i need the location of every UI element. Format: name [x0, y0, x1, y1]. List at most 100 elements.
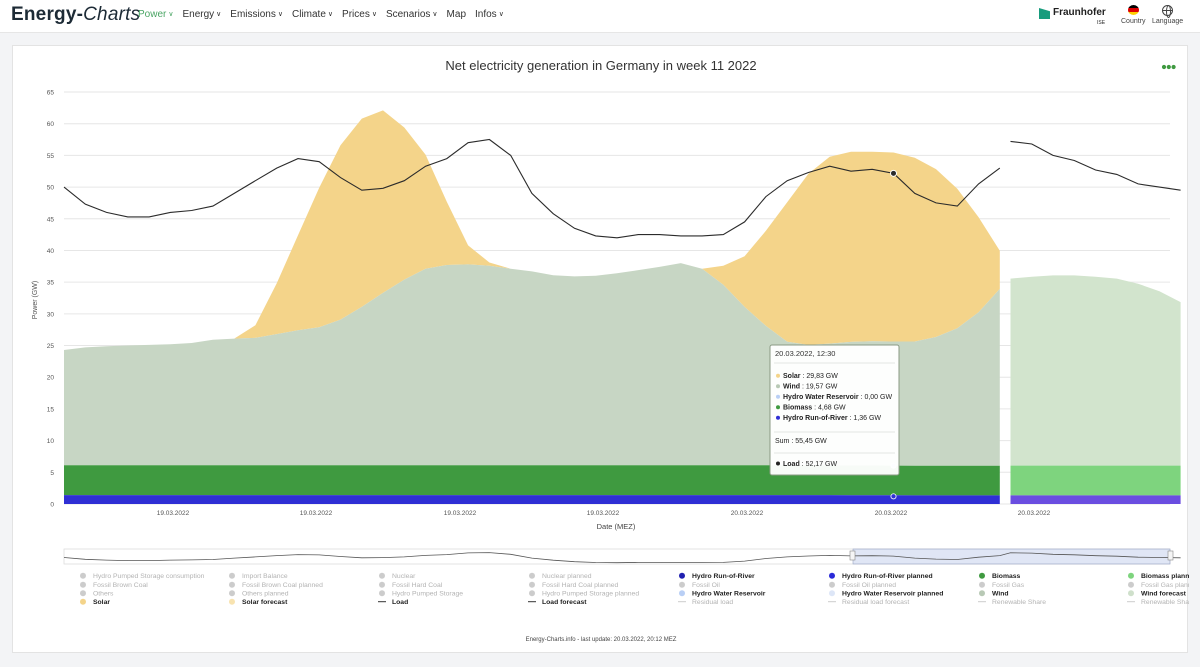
- legend-label: Load forecast: [542, 599, 587, 606]
- nav-item-map[interactable]: Map: [447, 9, 466, 20]
- brand-accent: Charts: [83, 4, 141, 25]
- legend-label: Nuclear planned: [542, 573, 592, 580]
- nav-label: Energy: [182, 9, 215, 20]
- legend-item[interactable]: Fossil Brown Coal planned: [229, 581, 323, 589]
- globe-icon: [1162, 5, 1174, 18]
- tooltip-load-label: Load: [783, 461, 800, 468]
- tooltip-title: 20.03.2022, 12:30: [775, 349, 835, 358]
- legend-item[interactable]: Load forecast: [528, 599, 587, 606]
- tooltip-sum: Sum : 55,45 GW: [775, 438, 827, 445]
- nav-item-prices[interactable]: Prices ∨: [342, 9, 377, 20]
- nav-item-power[interactable]: Power ∨: [138, 9, 173, 20]
- legend-item[interactable]: Hydro Run-of-River: [679, 572, 755, 580]
- country-selector[interactable]: Country: [1121, 5, 1146, 25]
- tooltip-series-dot: [776, 405, 780, 410]
- legend-item[interactable]: Solar forecast: [229, 598, 288, 606]
- legend-dot-icon: [1128, 581, 1134, 588]
- nav-label: Map: [446, 9, 466, 20]
- legend-label: Hydro Water Reservoir planned: [842, 591, 943, 598]
- legend-label: Import Balance: [242, 573, 288, 580]
- legend-item[interactable]: Renewable Share forecast: [1127, 599, 1189, 606]
- legend-dot-icon: [229, 572, 235, 579]
- legend-label: Fossil Gas: [992, 582, 1025, 589]
- tooltip-series-value: : 0,00 GW: [859, 394, 893, 401]
- x-axis-ticks: 19.03.2022 19.03.2022 19.03.2022 19.03.2022…: [157, 510, 1051, 517]
- legend-label: Wind forecast: [1141, 591, 1187, 598]
- legend-dot-icon: [829, 581, 835, 588]
- legend-dot-icon: [1128, 590, 1134, 597]
- nav-item-energy[interactable]: Energy ∨: [182, 9, 221, 20]
- legend-item[interactable]: Fossil Hard Coal: [379, 581, 443, 589]
- legend-label: Fossil Oil planned: [842, 582, 896, 589]
- legend-item[interactable]: Nuclear planned: [529, 572, 592, 580]
- y-tick-label: 35: [47, 280, 55, 287]
- legend-dot-icon: [80, 572, 86, 579]
- biomass-forecast-area: [1010, 465, 1181, 496]
- y-tick-label: 0: [50, 502, 54, 509]
- legend-item[interactable]: Fossil Gas planned: [1128, 581, 1189, 589]
- main-menu: Power ∨ Energy ∨ Emissions ∨ Climate ∨ Prices ∨ Sc…: [138, 9, 504, 20]
- nav-item-climate[interactable]: Climate ∨: [292, 9, 333, 20]
- legend-dot-icon: [529, 581, 535, 588]
- legend-label: Residual load: [692, 599, 733, 606]
- tooltip-series-value: : 4,68 GW: [812, 405, 846, 412]
- language-label: Language: [1152, 18, 1184, 25]
- legend-label: Renewable Share forecast: [1141, 599, 1189, 606]
- legend-item[interactable]: Hydro Pumped Storage: [379, 590, 463, 598]
- hydro-hover-marker: [890, 493, 897, 500]
- fraunhofer-logo[interactable]: Fraunhofer ISE: [1039, 7, 1106, 26]
- legend-item[interactable]: Fossil Hard Coal planned: [529, 581, 619, 589]
- nav-item-infos[interactable]: Infos ∨: [475, 9, 504, 20]
- legend-item[interactable]: Biomass: [979, 572, 1021, 580]
- legend-item[interactable]: Biomass planned: [1128, 572, 1189, 580]
- legend-item[interactable]: Wind: [979, 590, 1009, 598]
- energy-charts-logo[interactable]: Energy-Charts: [11, 4, 140, 26]
- legend-item[interactable]: Solar: [80, 598, 110, 606]
- legend-item[interactable]: Hydro Water Reservoir planned: [829, 590, 943, 598]
- legend-item[interactable]: Wind forecast: [1128, 590, 1187, 598]
- legend-item[interactable]: Residual load: [678, 599, 733, 606]
- legend-item[interactable]: Hydro Pumped Storage planned: [529, 590, 639, 598]
- legend-item[interactable]: Nuclear: [379, 572, 416, 580]
- legend-item[interactable]: Hydro Pumped Storage consumption: [80, 572, 205, 580]
- legend-item[interactable]: Fossil Oil: [679, 581, 720, 589]
- y-tick-label: 65: [47, 90, 55, 97]
- legend-item[interactable]: Hydro Water Reservoir: [679, 590, 766, 598]
- legend-label: Hydro Pumped Storage planned: [542, 591, 639, 598]
- legend-item[interactable]: Load: [378, 599, 408, 606]
- legend-label: Fossil Brown Coal planned: [242, 582, 323, 589]
- legend-dot-icon: [829, 590, 835, 597]
- legend-label: Others planned: [242, 591, 289, 598]
- legend-item[interactable]: Fossil Gas: [979, 581, 1025, 589]
- legend-item[interactable]: Renewable Share: [978, 599, 1046, 606]
- y-tick-label: 25: [47, 343, 55, 350]
- legend-dot-icon: [80, 598, 86, 605]
- nav-item-scenarios[interactable]: Scenarios ∨: [386, 9, 438, 20]
- legend-item[interactable]: Fossil Oil planned: [829, 581, 896, 589]
- language-selector[interactable]: Language: [1152, 5, 1183, 25]
- legend-item[interactable]: Residual load forecast: [828, 599, 909, 606]
- nav-item-emissions[interactable]: Emissions ∨: [230, 9, 283, 20]
- legend-dot-icon: [529, 572, 535, 579]
- legend-item[interactable]: Others planned: [229, 590, 289, 598]
- x-tick-label: 19.03.2022: [587, 510, 620, 517]
- legend-item[interactable]: Fossil Brown Coal: [80, 581, 148, 589]
- legend-dot-icon: [979, 581, 985, 588]
- legend-label: Hydro Pumped Storage consumption: [93, 573, 205, 580]
- tooltip-box: [769, 344, 900, 476]
- legend-label: Fossil Hard Coal planned: [542, 582, 619, 589]
- range-navigator[interactable]: [63, 548, 1181, 565]
- nav-label: Scenarios: [385, 9, 431, 20]
- legend-label: Residual load forecast: [842, 599, 909, 606]
- legend-dot-icon: [379, 590, 385, 597]
- legend-dot-icon: [229, 598, 235, 605]
- legend-item[interactable]: Import Balance: [229, 572, 288, 580]
- navigator-line: [63, 552, 1181, 564]
- legend-label: Others: [93, 591, 114, 598]
- legend-dot-icon: [979, 590, 985, 597]
- y-tick-label: 45: [47, 216, 55, 223]
- chart-menu-button[interactable]: [1161, 64, 1176, 70]
- legend-item[interactable]: Hydro Run-of-River planned: [829, 572, 933, 580]
- legend-item[interactable]: Others: [80, 590, 114, 598]
- legend-dot-icon: [379, 581, 385, 588]
